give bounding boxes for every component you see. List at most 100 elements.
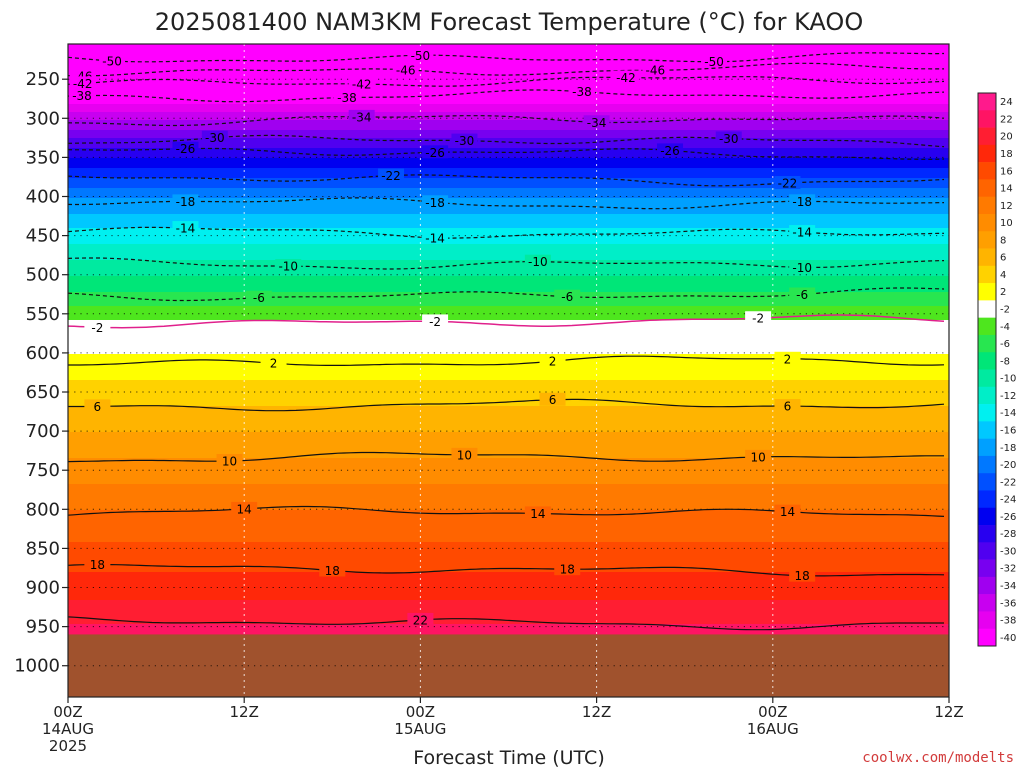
field-band bbox=[68, 126, 949, 129]
field-band bbox=[68, 408, 949, 411]
field-band bbox=[68, 124, 949, 127]
field-band bbox=[68, 88, 949, 91]
contour-label-bg bbox=[583, 115, 610, 129]
colorbar-label: 8 bbox=[1000, 235, 1006, 246]
colorbar-label: -24 bbox=[1000, 495, 1016, 506]
field-band bbox=[68, 552, 949, 555]
field-band bbox=[68, 336, 949, 339]
field-band bbox=[68, 192, 949, 195]
field-band bbox=[68, 66, 949, 69]
contour-label-bg bbox=[524, 506, 551, 520]
x-tick-date: 14AUG bbox=[42, 720, 94, 738]
field-band bbox=[68, 262, 949, 265]
contour-label-bg bbox=[260, 356, 287, 370]
plot-frame bbox=[67, 43, 950, 698]
x-axis-label: Forecast Time (UTC) bbox=[413, 747, 604, 768]
field-band bbox=[68, 290, 949, 293]
contour-label: -42 bbox=[352, 77, 372, 91]
colorbar-swatch bbox=[978, 162, 996, 180]
field-band bbox=[68, 160, 949, 163]
field-band bbox=[68, 616, 949, 619]
contour-label-bg bbox=[201, 130, 228, 144]
y-tick-label: 400 bbox=[26, 186, 60, 207]
y-tick-label: 450 bbox=[26, 226, 60, 247]
field-band bbox=[68, 428, 949, 431]
contour-label-bg bbox=[84, 557, 111, 571]
field-band bbox=[68, 480, 949, 483]
x-tick-label: 00Z bbox=[758, 703, 787, 721]
x-tick-date: 16AUG bbox=[747, 720, 799, 738]
contour-label-bg bbox=[422, 230, 449, 244]
field-band bbox=[68, 148, 949, 151]
contour-label: -22 bbox=[381, 169, 401, 183]
contour-label: -18 bbox=[425, 196, 445, 210]
colorbar-swatch bbox=[978, 231, 996, 249]
field-band bbox=[68, 490, 949, 493]
contour-label-bg bbox=[99, 53, 126, 67]
field-band bbox=[68, 46, 949, 49]
field-band bbox=[68, 116, 949, 119]
contour-line bbox=[67, 314, 945, 329]
colorbar-label: -26 bbox=[1000, 512, 1016, 523]
field-band bbox=[68, 278, 949, 281]
field-band bbox=[68, 580, 949, 583]
contour-label-bg bbox=[407, 48, 434, 62]
field-band bbox=[68, 82, 949, 85]
field-band bbox=[68, 110, 949, 113]
colorbar-label: -14 bbox=[1000, 408, 1016, 419]
field-band bbox=[68, 572, 949, 575]
field-band bbox=[68, 484, 949, 487]
field-band bbox=[68, 608, 949, 611]
field-band bbox=[68, 54, 949, 57]
colorbar-label: 6 bbox=[1000, 253, 1006, 264]
contour-label: 2 bbox=[270, 357, 278, 371]
contour-label: -30 bbox=[455, 134, 475, 148]
contour-label-bg bbox=[392, 62, 419, 76]
colorbar-swatch bbox=[978, 628, 996, 647]
field-band bbox=[68, 564, 949, 567]
colorbar-label: -2 bbox=[1000, 305, 1010, 316]
field-band bbox=[68, 562, 949, 565]
field-band bbox=[68, 240, 949, 243]
field-band bbox=[68, 196, 949, 199]
contour-label: -30 bbox=[205, 131, 225, 145]
field-band bbox=[68, 386, 949, 389]
colorbar-swatch bbox=[978, 283, 996, 301]
colorbar-label: -8 bbox=[1000, 356, 1010, 367]
contour-label: 22 bbox=[413, 613, 428, 627]
field-band bbox=[68, 536, 949, 539]
contour-label: -2 bbox=[752, 312, 764, 326]
field-band bbox=[68, 544, 949, 547]
field-band bbox=[68, 526, 949, 529]
contour-label-bg bbox=[642, 63, 669, 77]
field-band bbox=[68, 284, 949, 287]
field-band bbox=[68, 258, 949, 261]
contour-label-bg bbox=[612, 70, 639, 84]
contour-line bbox=[67, 115, 945, 127]
colorbar-swatch bbox=[978, 594, 996, 612]
field-band bbox=[68, 150, 949, 153]
contour-label: -10 bbox=[792, 261, 812, 275]
contour-label-bg bbox=[774, 351, 801, 365]
credit-text: coolwx.com/modelts bbox=[862, 750, 1014, 766]
contour-label-bg bbox=[172, 221, 199, 235]
colorbar-label: -18 bbox=[1000, 443, 1016, 454]
field-band bbox=[68, 276, 949, 279]
field-band bbox=[68, 56, 949, 59]
contour-label-bg bbox=[539, 354, 566, 368]
y-tick-label: 750 bbox=[26, 460, 60, 481]
colorbar-swatch bbox=[978, 213, 996, 232]
contour-label-bg bbox=[745, 449, 772, 463]
field-band bbox=[68, 522, 949, 525]
field-band bbox=[68, 602, 949, 605]
field-band bbox=[68, 100, 949, 103]
field-band bbox=[68, 506, 949, 509]
field-band bbox=[68, 600, 949, 603]
x-tick-label: 00Z bbox=[53, 703, 82, 721]
field-band bbox=[68, 130, 949, 133]
field-band bbox=[68, 444, 949, 447]
contour-line bbox=[67, 451, 944, 463]
field-band bbox=[68, 520, 949, 523]
colorbar-swatch bbox=[978, 265, 996, 284]
